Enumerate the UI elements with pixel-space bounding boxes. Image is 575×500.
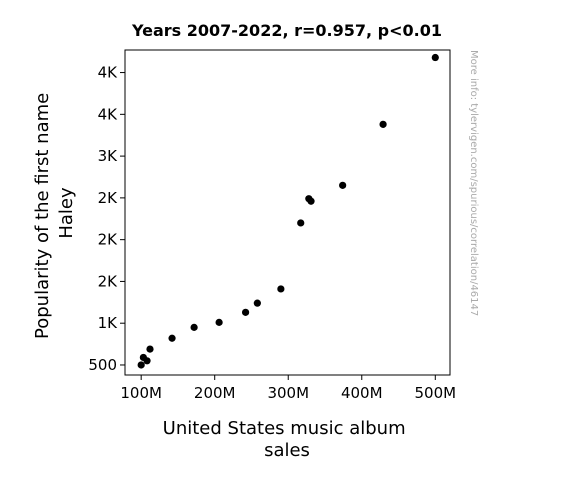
- watermark: More info: tylervigen.com/spurious/corre…: [468, 50, 479, 316]
- x-axis-label-line-2: sales: [264, 440, 310, 461]
- data-points: [137, 53, 439, 369]
- data-point: [379, 120, 387, 128]
- plot-area: 100M 200M 300M 400M 500M 500 1K 2K 2K 2K 3K 4K 4K: [88, 49, 456, 402]
- chart-title: Years 2007-2022, r=0.957, p<0.01: [131, 21, 442, 40]
- y-tick-label: 4K: [98, 105, 119, 123]
- y-tick-label: 4K: [98, 64, 119, 82]
- x-axis-label: United States music album sales: [163, 418, 412, 461]
- y-tick-label: 2K: [98, 272, 119, 290]
- data-point: [305, 195, 313, 203]
- data-point: [190, 323, 198, 331]
- y-tick-label: 500: [88, 356, 117, 374]
- data-point: [215, 318, 223, 326]
- data-point: [137, 361, 145, 369]
- data-point: [431, 53, 439, 62]
- y-axis-label-line-2: Haley: [56, 187, 77, 239]
- y-tick-label: 3K: [98, 147, 119, 165]
- data-point: [297, 219, 305, 227]
- x-tick-label: 500M: [415, 384, 457, 402]
- data-point: [339, 181, 347, 189]
- plot-frame: [124, 49, 451, 376]
- y-axis: 500 1K 2K 2K 2K 3K 4K 4K: [88, 64, 125, 374]
- data-point: [143, 357, 151, 365]
- x-tick-label: 200M: [194, 384, 236, 402]
- data-point: [168, 334, 176, 342]
- y-tick-label: 1K: [98, 314, 119, 332]
- x-axis: 100M 200M 300M 400M 500M: [120, 375, 456, 402]
- y-tick-label: 2K: [98, 189, 119, 207]
- x-tick-label: 300M: [267, 384, 309, 402]
- x-tick-label: 400M: [341, 384, 383, 402]
- data-point: [277, 285, 285, 293]
- data-point: [253, 299, 261, 307]
- y-tick-label: 2K: [98, 231, 119, 249]
- data-point: [241, 308, 250, 316]
- y-axis-label-line-1: Popularity of the first name: [32, 93, 53, 339]
- x-axis-label-line-1: United States music album: [163, 418, 406, 439]
- x-tick-label: 100M: [120, 384, 162, 402]
- y-axis-label: Popularity of the first name Haley: [32, 87, 77, 339]
- data-point: [146, 345, 154, 353]
